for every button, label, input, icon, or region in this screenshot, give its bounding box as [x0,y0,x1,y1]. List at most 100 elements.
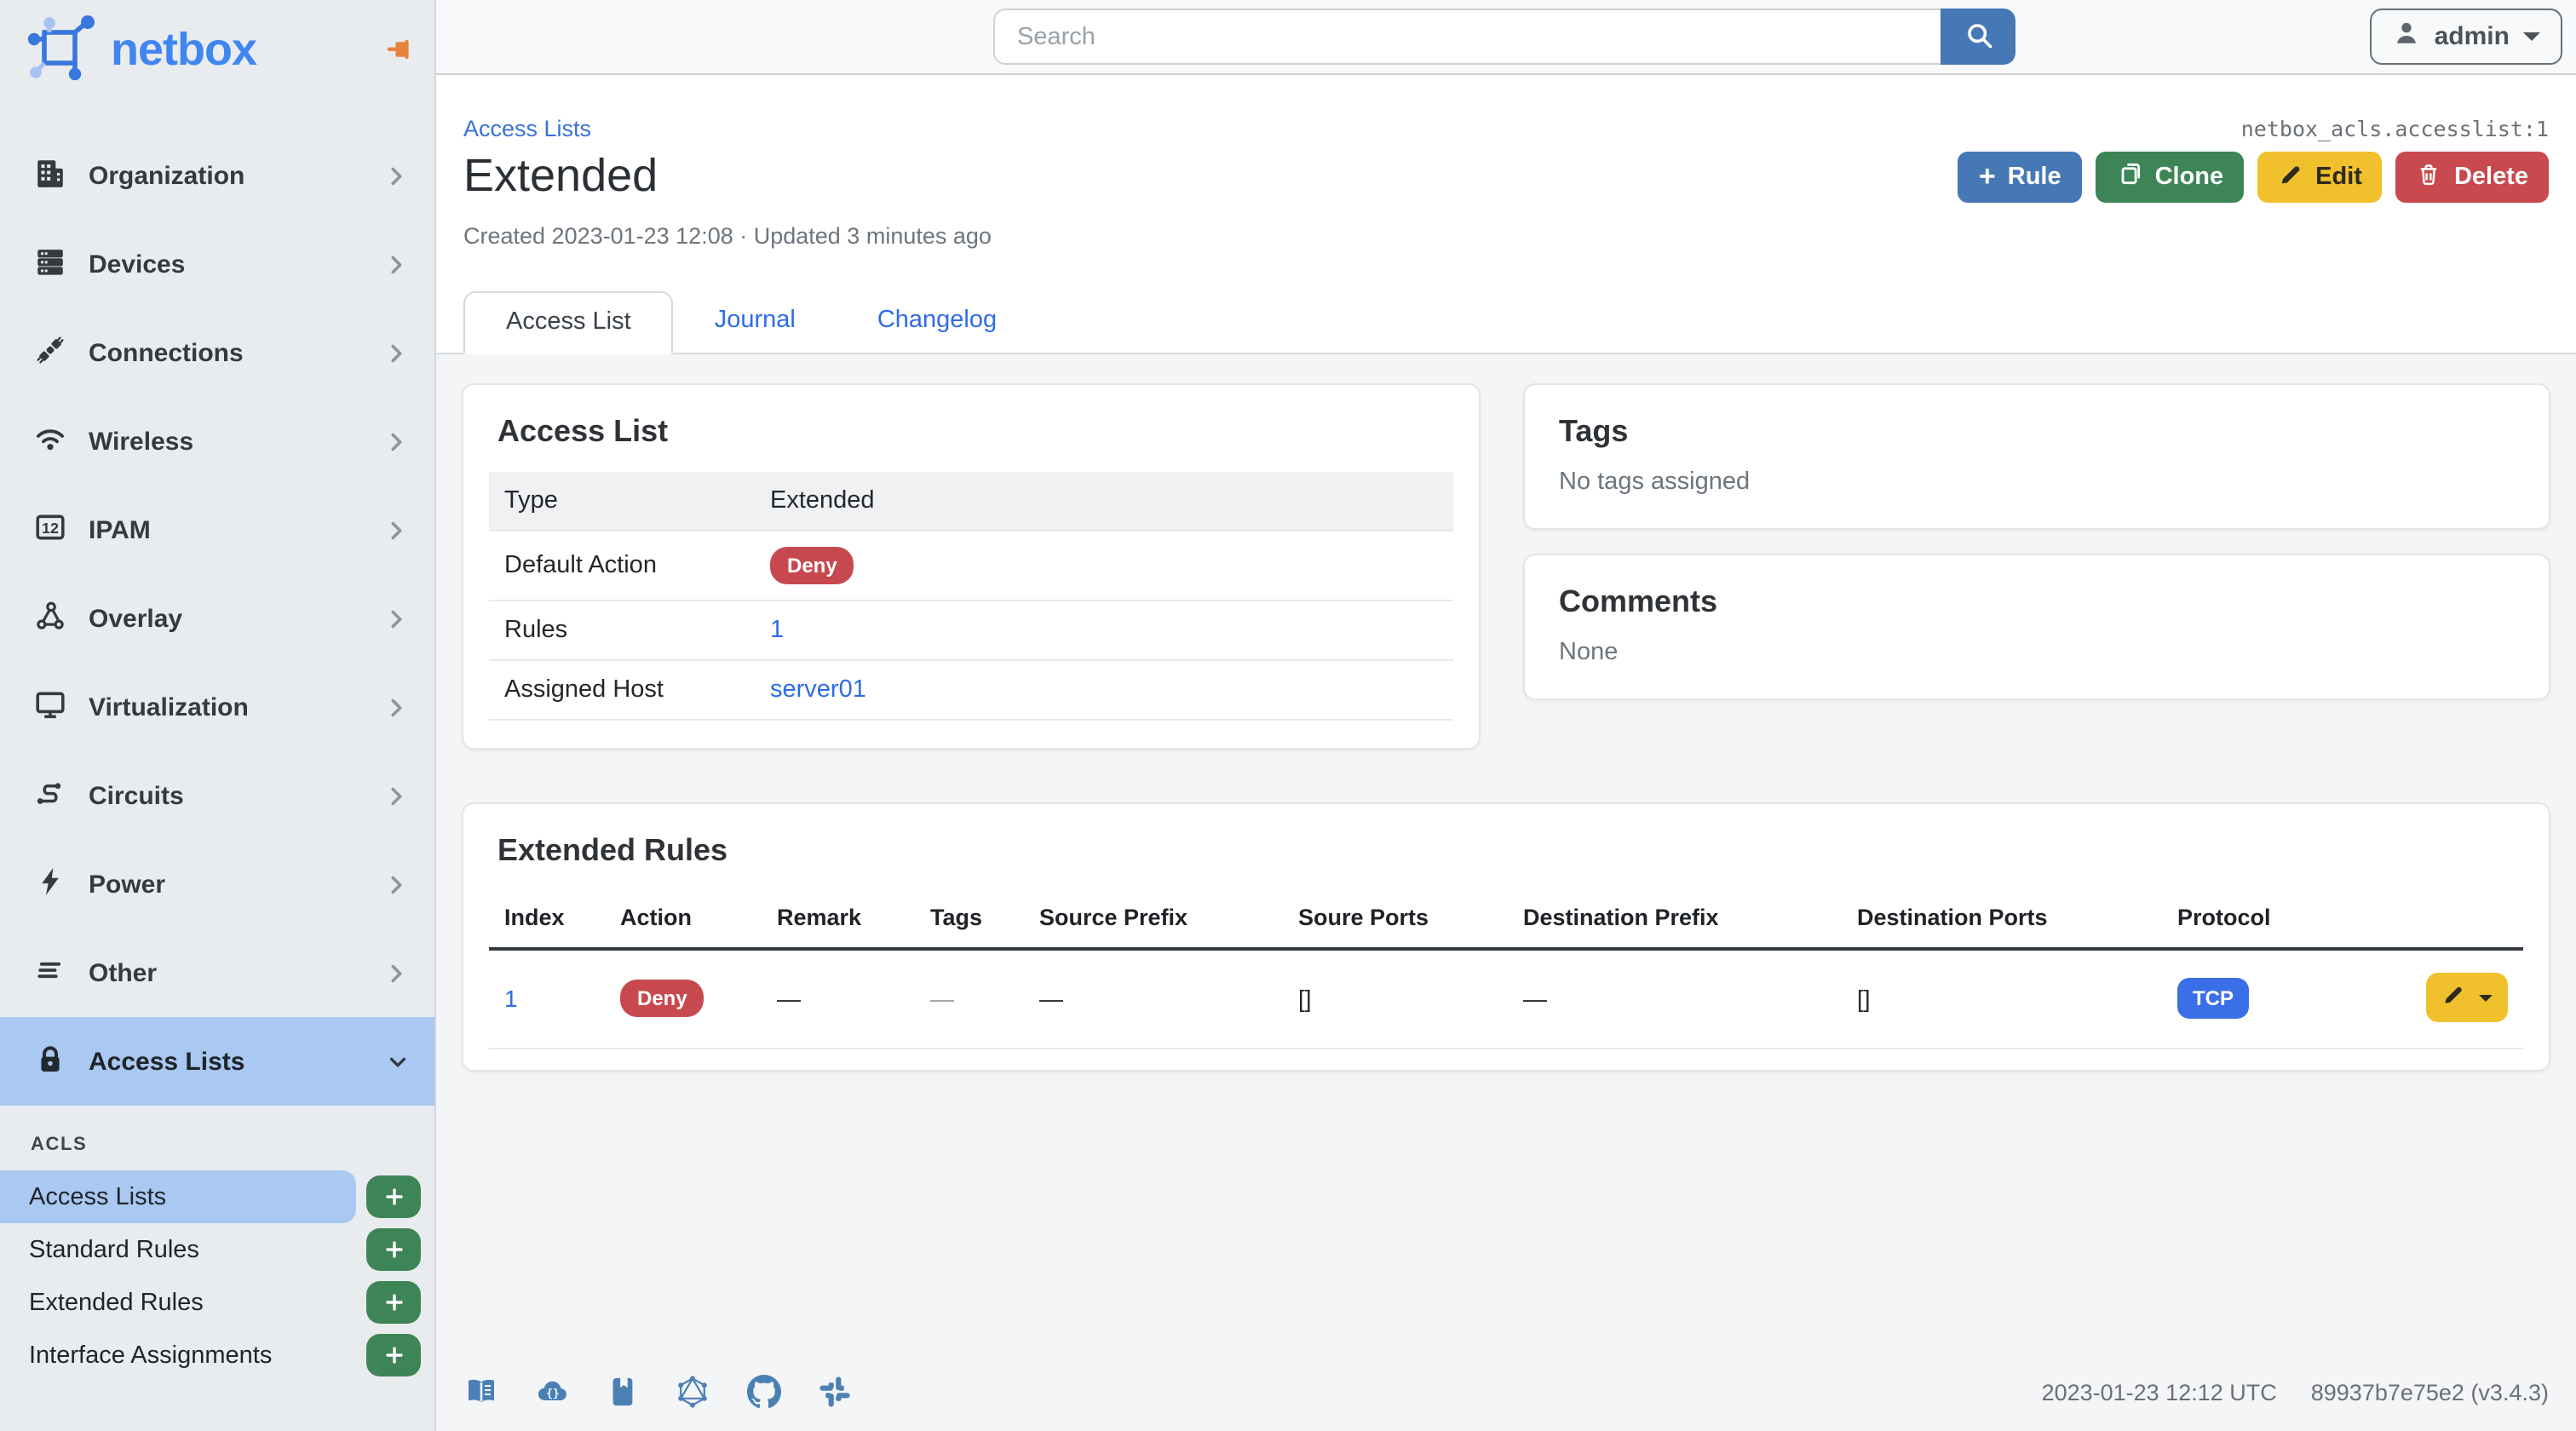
server-icon [34,244,66,284]
tab-changelog[interactable]: Changelog [877,307,998,334]
search-button[interactable] [1941,9,2015,65]
sidebar-item-label: Access Lists [89,1047,245,1076]
brand-name[interactable]: netbox [111,23,257,74]
sidebar-item-access-lists-link: Access Lists [0,1170,434,1223]
col-actions [2332,888,2523,951]
attr-label: Type [504,487,558,514]
rule-index-link[interactable]: 1 [504,984,518,1011]
interface-assignments-link[interactable]: Interface Assignments [29,1342,273,1369]
building-icon [34,156,66,195]
extended-rules-panel: Extended Rules Index Action Remark Tags [462,802,2550,1072]
rule-remark: — [762,949,915,1049]
panel-title: Extended Rules [497,833,728,867]
sidebar-item-virtualization[interactable]: Virtualization [0,663,434,751]
sidebar-item-label: Virtualization [89,693,249,721]
sidebar-item-other[interactable]: Other [0,928,434,1017]
pin-sidebar-icon[interactable] [387,37,411,61]
clone-label: Clone [2154,164,2224,191]
add-standard-rule-button[interactable] [366,1228,421,1271]
journal-bookmark-icon[interactable] [607,1375,639,1409]
sidebar-item-access-lists[interactable]: Access Lists [0,1017,434,1106]
graph-icon [34,599,66,638]
add-rule-label: Rule [2007,164,2061,191]
page-footer: {} 2023-01-23 12:12 UTC 89937b7e75e2 (v3… [436,1358,2576,1431]
sidebar-section-acls: ACLS [31,1135,88,1155]
col-index: Index [489,888,605,951]
sidebar-item-wireless[interactable]: Wireless [0,397,434,486]
edit-label: Edit [2315,164,2362,191]
clone-button[interactable]: Clone [2095,152,2245,203]
page-title: Extended [463,150,658,201]
sidebar-item-organization[interactable]: Organization [0,131,434,220]
access-list-panel: Access List Type Extended Default Action… [462,383,1481,750]
sidebar-item-label: Organization [89,161,245,190]
chevron-down-icon [385,1049,411,1074]
sidebar-item-label: Other [89,958,158,987]
add-extended-rule-button[interactable] [366,1281,421,1324]
add-interface-assignment-button[interactable] [366,1334,421,1376]
trash-icon [2417,161,2442,193]
github-icon[interactable] [746,1375,782,1409]
numbers-icon: 12 [34,510,66,549]
graphql-icon[interactable] [675,1375,710,1409]
sidebar-item-power[interactable]: Power [0,840,434,928]
chevron-right-icon [382,781,411,810]
api-cloud-icon[interactable]: {} [535,1375,571,1409]
chevron-right-icon [382,338,411,367]
col-destination-ports: Destination Ports [1842,888,2162,951]
edit-button[interactable]: Edit [2257,152,2383,203]
main-content: Access Lists netbox_acls.accesslist:1 Ex… [436,75,2576,1431]
sidebar-item-devices[interactable]: Devices [0,220,434,308]
access-lists-link[interactable]: Access Lists [0,1170,356,1223]
brand-header: netbox [0,0,434,99]
extended-rules-link[interactable]: Extended Rules [29,1289,204,1316]
caret-down-icon [2479,994,2493,1001]
wifi-icon [34,422,66,461]
attr-label: Assigned Host [504,676,664,704]
slack-icon[interactable] [818,1375,852,1409]
tab-journal[interactable]: Journal [714,307,796,334]
standard-rules-link[interactable]: Standard Rules [29,1236,199,1263]
col-source-prefix: Source Prefix [1024,888,1283,951]
rule-edit-split-button[interactable] [2426,973,2508,1022]
assigned-host-link[interactable]: server01 [770,676,866,704]
sidebar-item-label: Connections [89,338,244,367]
search-input[interactable] [993,9,1941,65]
footer-timestamp: 2023-01-23 12:12 UTC [2041,1379,2277,1405]
user-menu-button[interactable]: admin [2369,9,2562,65]
panel-title: Comments [1559,584,1718,618]
tab-access-list[interactable]: Access List [463,291,674,354]
chevron-right-icon [382,604,411,633]
sidebar-item-overlay[interactable]: Overlay [0,574,434,663]
chevron-right-icon [382,427,411,456]
bolt-icon [34,865,66,904]
sidebar-item-label: IPAM [89,515,151,544]
lock-icon [34,1042,66,1081]
plus-icon: + [1978,160,1996,193]
sidebar-item-label: Devices [89,250,186,279]
rule-source-prefix: — [1024,949,1283,1049]
object-id: netbox_acls.accesslist:1 [2240,116,2549,141]
lines-icon [34,953,66,992]
topbar: admin [436,0,2576,75]
sidebar-item-ipam[interactable]: 12 IPAM [0,486,434,574]
protocol-badge: TCP [2177,977,2249,1018]
user-icon [2392,19,2421,55]
netbox-logo-icon[interactable] [27,15,97,83]
svg-text:12: 12 [42,519,59,536]
col-protocol: Protocol [2162,888,2332,951]
breadcrumb[interactable]: Access Lists [463,116,592,141]
chevron-right-icon [382,161,411,190]
sidebar-item-circuits[interactable]: Circuits [0,751,434,840]
docs-book-icon[interactable] [463,1375,499,1409]
rules-count-link[interactable]: 1 [770,617,785,644]
add-rule-button[interactable]: + Rule [1958,152,2082,203]
tab-content: Access List Type Extended Default Action… [436,354,2576,1358]
acl-menu: Access Lists Standard Rules Extended Rul… [0,1170,434,1382]
table-row: Rules 1 [489,601,1453,660]
add-access-list-button[interactable] [366,1175,421,1218]
delete-button[interactable]: Delete [2395,152,2549,203]
sidebar-item-connections[interactable]: Connections [0,308,434,397]
table-header-row: Index Action Remark Tags Source Prefix S… [489,888,2523,951]
